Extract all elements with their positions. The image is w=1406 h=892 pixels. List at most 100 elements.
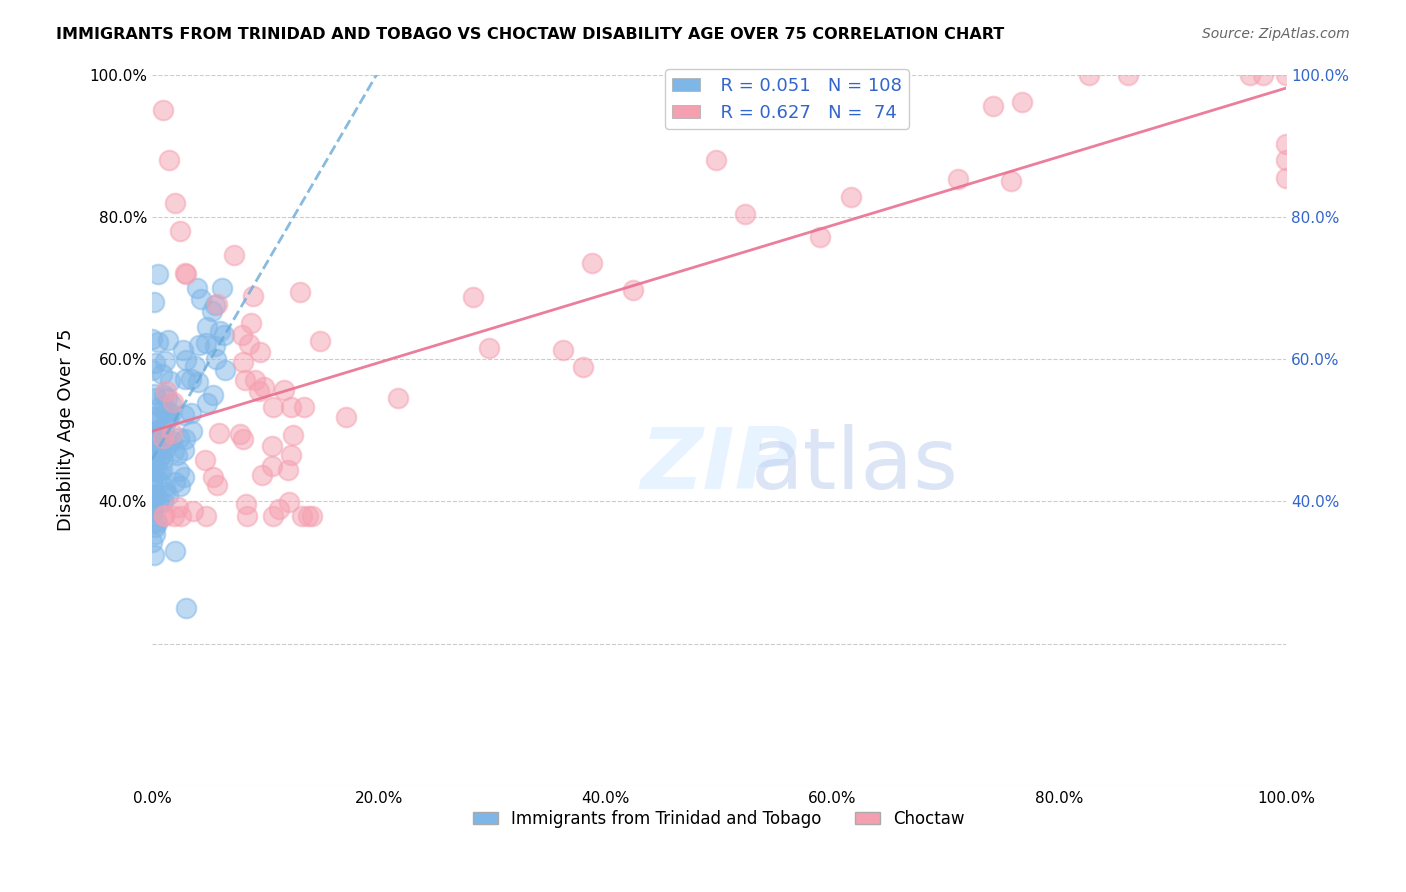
Point — [187, 338, 209, 352]
Point — [262, 400, 284, 414]
Point — [253, 380, 276, 394]
Point — [180, 372, 202, 386]
Point — [948, 172, 970, 186]
Point — [162, 395, 184, 409]
Point — [194, 508, 217, 523]
Point — [190, 292, 212, 306]
Point — [148, 440, 170, 454]
Point — [841, 190, 863, 204]
Point — [201, 304, 224, 318]
Point — [214, 363, 236, 377]
Point — [195, 395, 218, 409]
Point — [195, 319, 218, 334]
Point — [1000, 173, 1022, 187]
Point — [156, 411, 179, 425]
Point — [141, 535, 163, 549]
Point — [231, 328, 253, 343]
Point — [249, 344, 271, 359]
Point — [252, 468, 274, 483]
Point — [149, 450, 172, 464]
Point — [162, 508, 184, 523]
Point — [142, 387, 165, 401]
Point — [145, 440, 167, 454]
Point — [142, 434, 165, 448]
Point — [145, 488, 167, 502]
Point — [156, 391, 179, 405]
Point — [238, 337, 260, 351]
Point — [169, 479, 191, 493]
Point — [194, 336, 217, 351]
Point — [142, 488, 165, 502]
Point — [142, 464, 165, 478]
Point — [553, 343, 575, 358]
Point — [143, 527, 166, 541]
Point — [1275, 153, 1298, 168]
Point — [1275, 137, 1298, 152]
Point — [155, 434, 177, 448]
Point — [148, 445, 170, 459]
Point — [141, 457, 163, 471]
Point — [142, 488, 165, 502]
Point — [145, 391, 167, 405]
Point — [141, 363, 163, 377]
Point — [152, 508, 174, 522]
Point — [233, 373, 256, 387]
Point — [581, 256, 603, 270]
Point — [143, 520, 166, 534]
Point — [1275, 68, 1298, 82]
Point — [273, 383, 295, 397]
Point — [143, 446, 166, 460]
Point — [148, 495, 170, 509]
Point — [240, 316, 263, 330]
Point — [1011, 95, 1033, 109]
Point — [163, 444, 186, 458]
Point — [163, 195, 186, 210]
Point — [174, 432, 197, 446]
Point — [146, 516, 169, 530]
Point — [205, 297, 228, 311]
Point — [288, 285, 311, 299]
Point — [143, 490, 166, 504]
Point — [142, 500, 165, 514]
Point — [174, 352, 197, 367]
Legend: Immigrants from Trinidad and Tobago, Choctaw: Immigrants from Trinidad and Tobago, Cho… — [467, 803, 972, 834]
Point — [174, 266, 197, 280]
Point — [163, 544, 186, 558]
Point — [162, 434, 184, 449]
Point — [297, 508, 319, 523]
Point — [141, 333, 163, 347]
Point — [187, 375, 209, 389]
Point — [174, 601, 197, 615]
Point — [461, 290, 484, 304]
Point — [181, 503, 204, 517]
Point — [184, 359, 207, 373]
Point — [169, 508, 191, 523]
Point — [291, 508, 314, 523]
Point — [142, 548, 165, 562]
Point — [156, 488, 179, 502]
Point — [387, 391, 409, 405]
Point — [204, 298, 226, 312]
Point — [160, 425, 183, 440]
Point — [1077, 68, 1099, 82]
Point — [149, 475, 172, 490]
Point — [172, 343, 194, 357]
Point — [146, 463, 169, 477]
Point — [160, 406, 183, 420]
Point — [152, 508, 174, 523]
Point — [243, 373, 266, 387]
Point — [159, 374, 181, 388]
Point — [145, 514, 167, 528]
Point — [224, 248, 246, 262]
Point — [142, 494, 165, 508]
Point — [173, 372, 195, 386]
Point — [142, 416, 165, 430]
Point — [155, 384, 177, 399]
Point — [166, 448, 188, 462]
Point — [621, 283, 644, 297]
Text: Source: ZipAtlas.com: Source: ZipAtlas.com — [1202, 27, 1350, 41]
Point — [174, 267, 197, 281]
Point — [212, 327, 235, 342]
Point — [292, 401, 315, 415]
Point — [309, 334, 332, 349]
